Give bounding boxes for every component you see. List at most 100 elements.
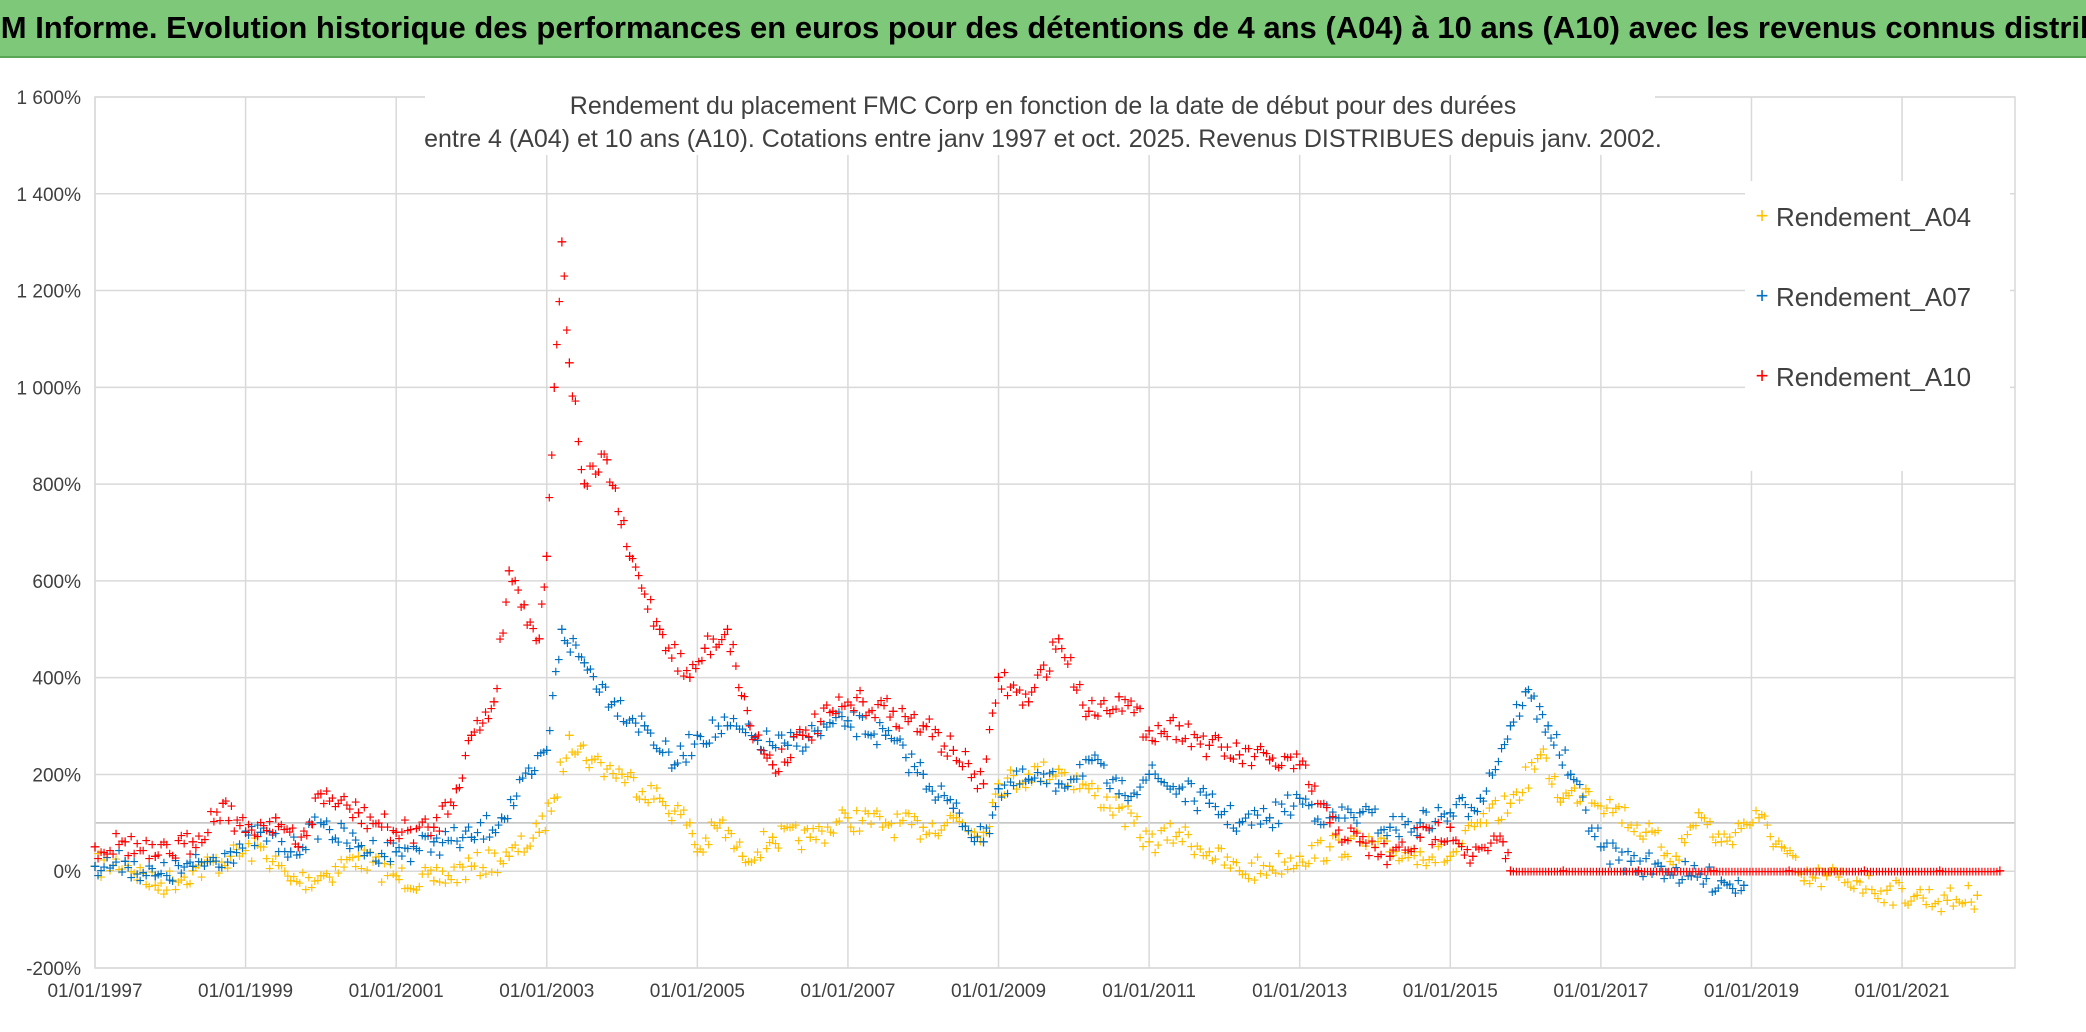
data-point: + xyxy=(1725,829,1734,846)
data-point: + xyxy=(1072,768,1081,785)
data-point: + xyxy=(429,818,440,838)
data-point: + xyxy=(455,780,464,797)
data-point: + xyxy=(1081,709,1090,726)
data-point: + xyxy=(1232,735,1241,752)
data-point: + xyxy=(670,755,681,775)
data-point: + xyxy=(1569,772,1578,789)
data-point: + xyxy=(114,843,123,860)
data-point: + xyxy=(500,811,509,828)
data-point: + xyxy=(345,802,354,819)
data-point: + xyxy=(1187,739,1196,756)
data-point: + xyxy=(679,748,688,765)
data-point: + xyxy=(1561,786,1570,803)
data-point: + xyxy=(111,854,120,871)
data-point: + xyxy=(194,854,203,871)
data-point: + xyxy=(203,850,212,867)
data-point: + xyxy=(1051,784,1060,801)
data-point: + xyxy=(1111,771,1120,788)
data-point: + xyxy=(240,823,251,843)
data-point: + xyxy=(1568,864,1577,881)
data-point: + xyxy=(177,872,186,889)
data-point: + xyxy=(1736,821,1745,838)
data-point: + xyxy=(123,860,132,877)
data-point: + xyxy=(1102,775,1111,792)
data-point: + xyxy=(435,875,444,892)
data-point: + xyxy=(1923,864,1932,881)
data-point: + xyxy=(1319,817,1328,834)
data-point: + xyxy=(377,846,386,863)
data-point: + xyxy=(217,860,226,877)
data-point: + xyxy=(562,751,571,768)
data-point: + xyxy=(1174,779,1185,799)
data-point: + xyxy=(313,831,322,848)
data-point: + xyxy=(1271,795,1280,812)
data-point: + xyxy=(673,756,682,773)
data-point: + xyxy=(1843,874,1852,891)
data-point: + xyxy=(1160,775,1169,792)
data-point: + xyxy=(1156,726,1165,743)
data-point: + xyxy=(165,863,174,880)
data-point: + xyxy=(510,837,519,854)
data-point: + xyxy=(616,517,625,534)
data-point: + xyxy=(738,722,747,739)
data-point: + xyxy=(1882,881,1893,901)
data-point: + xyxy=(194,858,203,875)
data-point: + xyxy=(221,794,230,811)
data-point: + xyxy=(584,760,593,777)
data-point: + xyxy=(1358,829,1367,846)
data-point: + xyxy=(1473,815,1482,832)
data-point: + xyxy=(1322,853,1331,870)
data-point: + xyxy=(331,859,340,876)
data-point: + xyxy=(1340,832,1349,849)
data-point: + xyxy=(1870,886,1879,903)
data-point: + xyxy=(1501,851,1510,868)
data-point: + xyxy=(1757,864,1766,881)
data-point: + xyxy=(1500,737,1509,754)
data-point: + xyxy=(1394,829,1403,846)
data-point: + xyxy=(126,870,135,887)
data-point: + xyxy=(1790,864,1799,881)
data-point: + xyxy=(1244,741,1253,758)
data-point: + xyxy=(1208,853,1217,870)
data-point: + xyxy=(1120,692,1129,709)
data-point: + xyxy=(153,848,162,865)
data-point: + xyxy=(412,841,421,858)
data-point: + xyxy=(978,774,989,794)
data-point: + xyxy=(587,750,598,770)
data-point: + xyxy=(1313,796,1322,813)
data-point: + xyxy=(1009,778,1018,795)
data-point: + xyxy=(1890,864,1899,881)
data-point: + xyxy=(319,796,328,813)
data-point: + xyxy=(1391,823,1400,840)
data-point: + xyxy=(964,756,973,773)
data-point: + xyxy=(1921,897,1930,914)
data-point: + xyxy=(1072,771,1081,788)
data-point: + xyxy=(720,627,729,644)
data-point: + xyxy=(1932,864,1941,881)
data-point: + xyxy=(108,847,117,864)
data-point: + xyxy=(357,838,366,855)
data-point: + xyxy=(1256,739,1265,756)
y-tick-label: 1 000% xyxy=(17,378,82,399)
data-point: + xyxy=(1247,856,1256,873)
data-point: + xyxy=(1150,767,1159,784)
grid-layer xyxy=(94,96,2016,969)
data-point: + xyxy=(1346,821,1355,838)
data-point: + xyxy=(729,841,738,858)
data-point: + xyxy=(1805,876,1814,893)
data-point: + xyxy=(1535,699,1544,716)
data-point: + xyxy=(952,810,961,827)
data-point: + xyxy=(342,798,351,815)
data-point: + xyxy=(1048,767,1057,784)
data-point: + xyxy=(1505,793,1516,813)
data-point: + xyxy=(599,769,608,786)
data-point: + xyxy=(1087,753,1096,770)
data-point: + xyxy=(1608,835,1617,852)
data-point: + xyxy=(1664,864,1673,881)
data-point: + xyxy=(729,711,738,728)
data-point: + xyxy=(952,796,961,813)
data-point: + xyxy=(1685,864,1694,881)
data-point: + xyxy=(1274,760,1283,777)
data-point: + xyxy=(1718,864,1727,881)
data-point: + xyxy=(283,869,292,886)
